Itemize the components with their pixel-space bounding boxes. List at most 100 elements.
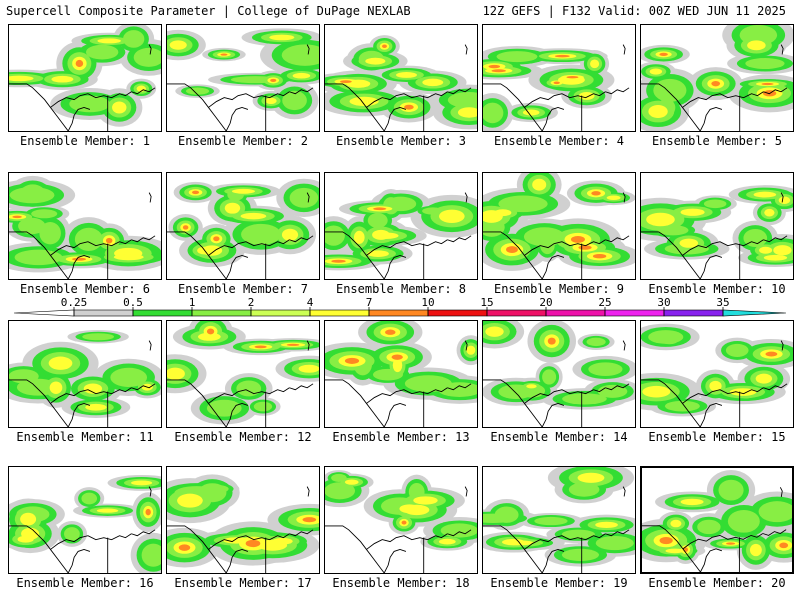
ensemble-panel [8, 466, 162, 574]
scp-contour-fill [566, 76, 579, 79]
scp-contour-fill [488, 64, 501, 69]
panel-caption: Ensemble Member: 7 [177, 282, 309, 296]
boundary-line [325, 231, 385, 279]
boundary-line [366, 239, 448, 256]
boundary-line [699, 254, 723, 279]
boundary-line [682, 91, 764, 108]
boundary-line [622, 340, 626, 351]
ensemble-panel [640, 320, 794, 428]
scp-field-map [325, 470, 477, 573]
boundary-line [447, 529, 472, 537]
scp-contour-fill [597, 384, 628, 398]
scp-contour-fill [74, 227, 103, 251]
boundary-line [9, 231, 69, 279]
scp-field-map [641, 185, 793, 279]
ensemble-panel [482, 172, 636, 280]
scp-contour-fill [778, 196, 791, 204]
scp-field-map [9, 25, 161, 131]
boundary-line [325, 83, 385, 131]
scp-contour-fill [404, 104, 414, 110]
scp-contour-fill [385, 196, 417, 212]
scp-contour-fill [131, 480, 153, 486]
boundary-line [699, 402, 723, 427]
legend-tick-label: 0.25 [61, 296, 88, 309]
scp-contour-fill [496, 51, 538, 63]
scp-contour-fill [69, 95, 111, 113]
scp-contour-fill [526, 384, 537, 389]
scp-contour-fill [534, 516, 568, 526]
panel-caption: Ensemble Member: 12 [174, 430, 312, 444]
scp-contour-fill [220, 53, 228, 56]
scp-contour-fill [763, 254, 788, 261]
legend-tick-label: 1 [189, 296, 196, 309]
scp-contour-fill [18, 217, 46, 235]
scp-contour-fill [653, 78, 687, 102]
scp-contour-fill [554, 54, 570, 58]
boundary-line [682, 387, 764, 404]
scp-contour-fill [331, 259, 346, 263]
boundary-line [780, 44, 784, 55]
legend-color-segment [309, 309, 370, 317]
boundary-line [148, 192, 152, 203]
boundary-line [50, 387, 132, 404]
ensemble-panel [8, 24, 162, 132]
boundary-line [605, 529, 630, 537]
scp-contour-fill [755, 373, 773, 384]
ensemble-panel [482, 24, 636, 132]
legend-color-segment [663, 309, 724, 317]
boundary-line [779, 487, 783, 497]
scp-contour-fill [20, 512, 37, 526]
scp-field-map [9, 175, 161, 279]
boundary-line [306, 44, 310, 55]
scp-contour-fill [292, 72, 311, 79]
boundary-line [464, 192, 468, 203]
scp-contour-fill [725, 343, 749, 357]
scp-contour-fill [665, 548, 685, 554]
scp-contour-fill [96, 508, 119, 513]
scp-contour-fill [540, 237, 555, 255]
legend-tick-label: 15 [480, 296, 493, 309]
scp-contour-fill [9, 186, 55, 204]
legend-color-segment [427, 309, 488, 317]
scp-contour-fill [649, 68, 663, 75]
boundary-line [289, 383, 314, 391]
scp-contour-fill [483, 210, 503, 223]
scp-contour-fill [659, 536, 673, 545]
ensemble-panel [166, 172, 320, 280]
scp-contour-fill [206, 328, 215, 335]
scp-contour-fill [353, 230, 365, 244]
scp-contour-fill [289, 187, 319, 208]
scp-contour-fill [14, 249, 63, 266]
panel-caption: Ensemble Member: 6 [19, 282, 151, 296]
scp-contour-fill [331, 473, 347, 482]
boundary-line [306, 486, 310, 497]
scp-contour-fill [286, 343, 300, 346]
scp-field-map [483, 173, 635, 279]
scp-field-map [483, 44, 630, 131]
legend-tick-label: 7 [366, 296, 373, 309]
scp-field-map [483, 321, 635, 427]
legend-tick-label: 4 [307, 296, 314, 309]
ensemble-panel [166, 320, 320, 428]
boundary-line [622, 486, 626, 497]
scp-contour-fill [553, 81, 560, 85]
boundary-line [208, 533, 290, 550]
scp-contour-fill [258, 539, 288, 551]
scp-contour-fill [466, 345, 476, 355]
scp-contour-fill [282, 90, 307, 111]
scp-contour-fill [325, 225, 345, 246]
legend-color-segment [250, 309, 311, 317]
scp-contour-fill [422, 78, 444, 87]
scp-contour-fill [404, 504, 430, 516]
color-scale-legend: 0.25 0.5 1 2 4 7 10 15 20 25 30 35 [13, 296, 787, 317]
panel-caption: Ensemble Member: 11 [16, 430, 154, 444]
ensemble-panel [324, 320, 478, 428]
panel-caption: Ensemble Member: 19 [490, 576, 628, 590]
boundary-line [366, 387, 448, 404]
scp-contour-fill [325, 482, 356, 500]
panel-caption: Ensemble Member: 8 [335, 282, 467, 296]
scp-contour-fill [254, 345, 267, 349]
boundary-line [131, 87, 156, 95]
boundary-line [483, 231, 543, 279]
scp-contour-fill [241, 223, 281, 246]
